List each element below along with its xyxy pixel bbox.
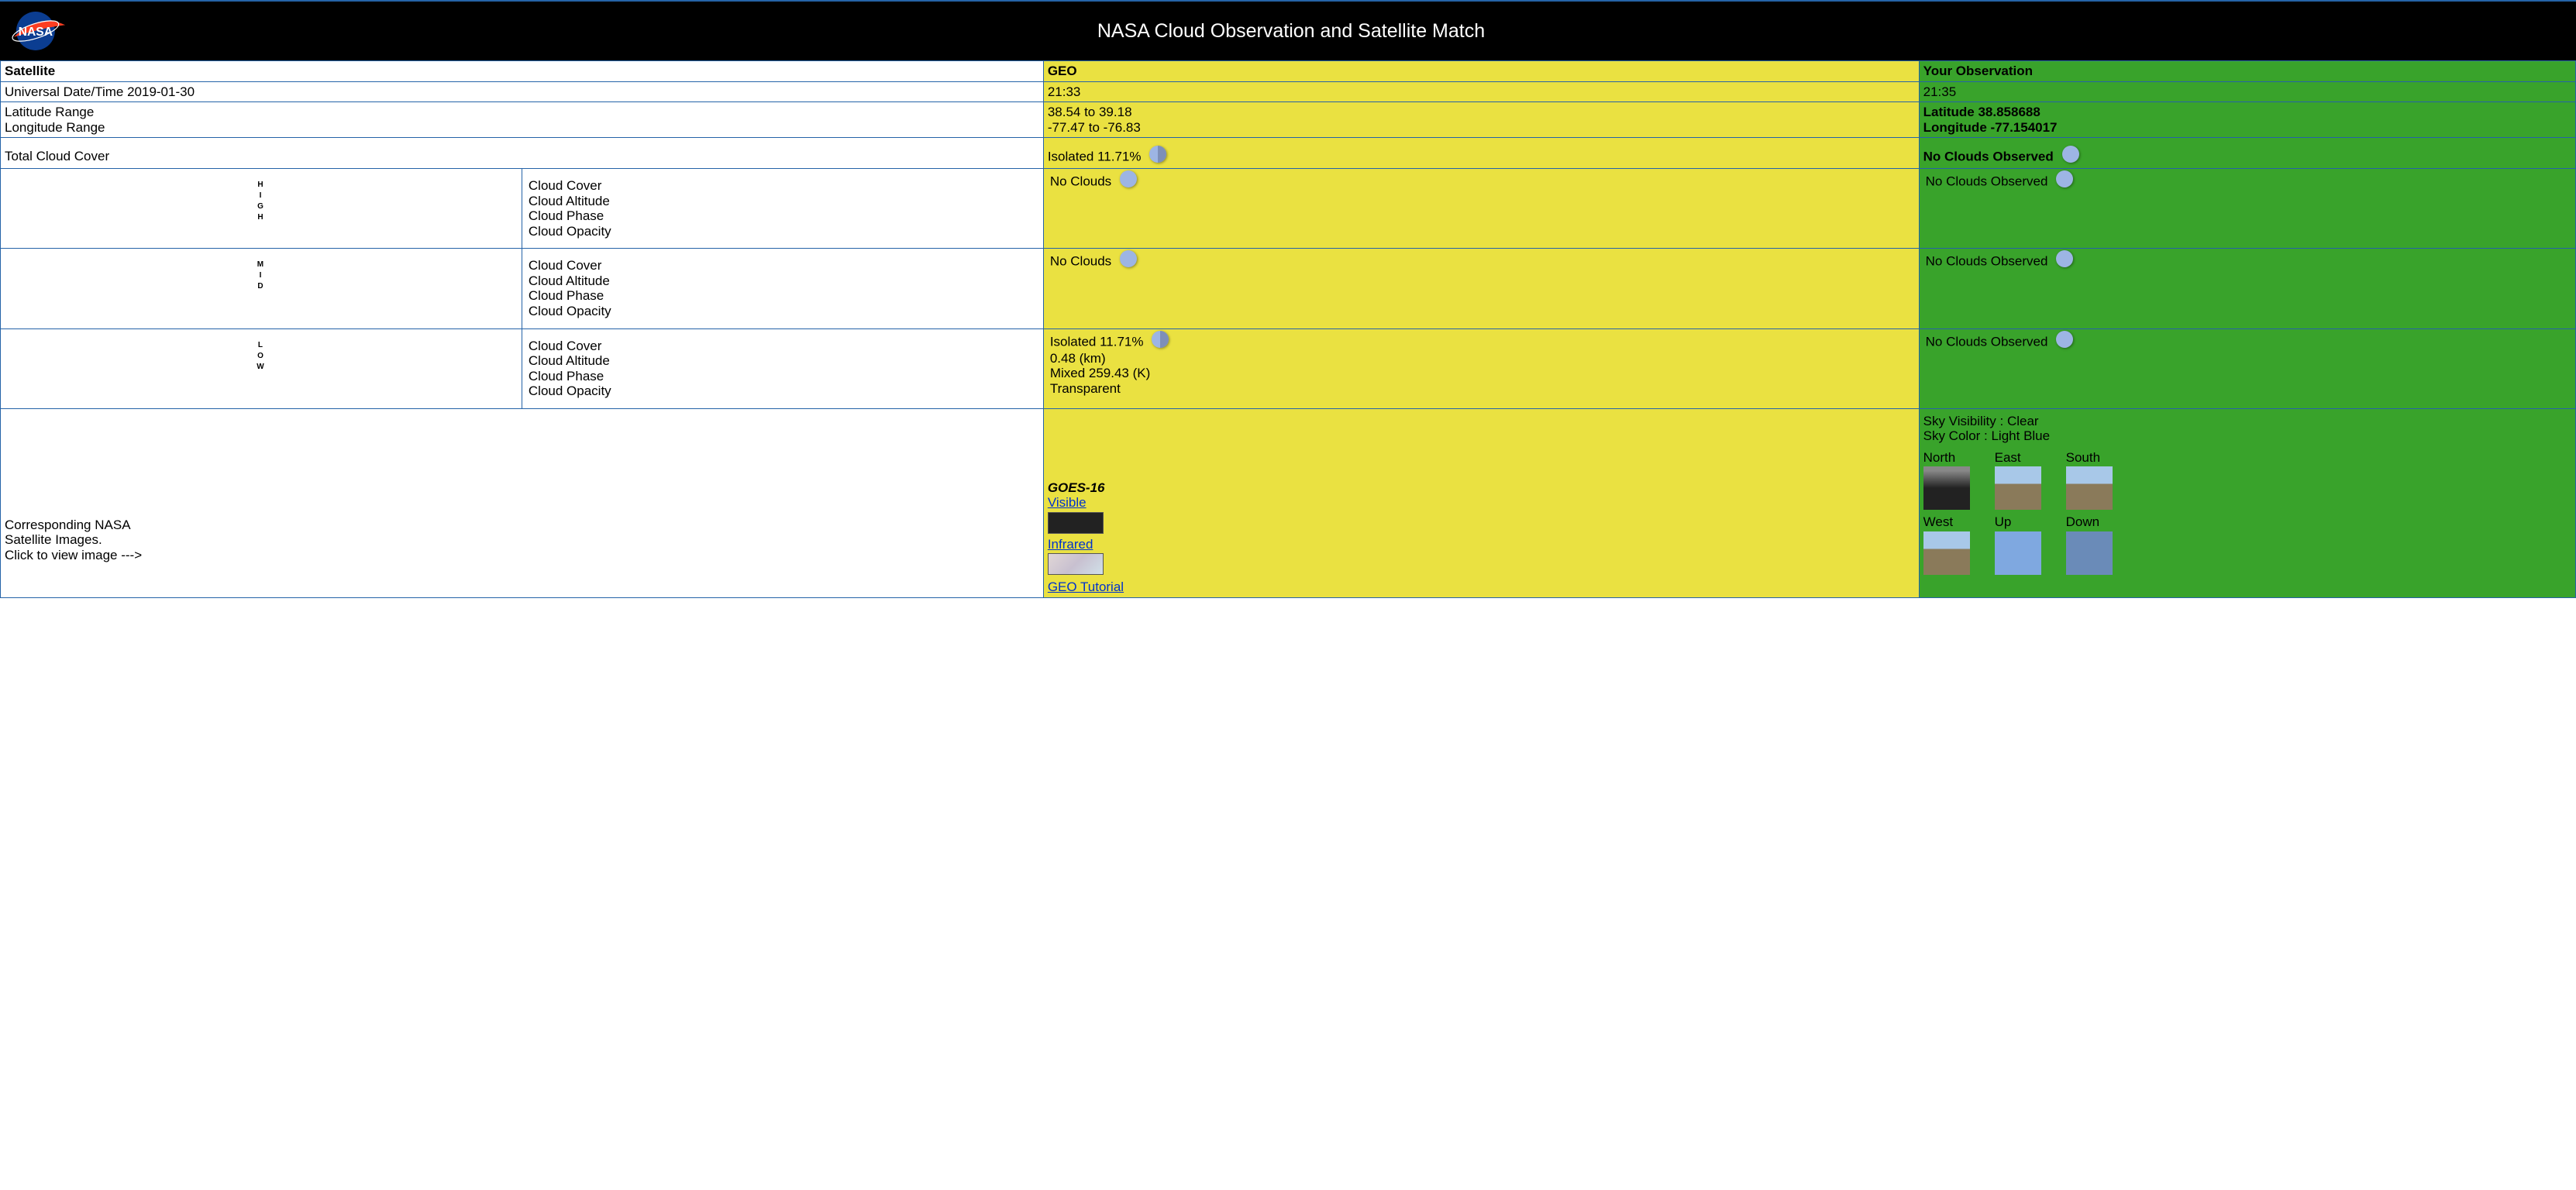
level-low-label: LOW [1,328,522,408]
datetime-label: Universal Date/Time 2019-01-30 [1,81,1044,102]
nasa-logo-icon: NASA [8,6,68,56]
cloud-clear-icon [1120,170,1137,187]
level-mid-label: MID [1,249,522,328]
geo-low: Isolated 11.71% 0.48 (km) Mixed 259.43 (… [1043,328,1919,408]
obs-time: 21:35 [1919,81,2575,102]
visible-thumbnail[interactable] [1048,512,1104,534]
obs-high: No Clouds Observed [1919,169,2575,249]
dir-west[interactable]: West [1923,514,1973,575]
col-header-geo: GEO [1043,61,1919,82]
geo-lat-range: 38.54 to 39.18 [1048,105,1915,120]
photo-thumbnail [1923,466,1970,510]
dir-east[interactable]: East [1995,450,2044,511]
cloud-clear-icon [2062,146,2079,163]
obs-lon: Longitude -77.154017 [1923,120,2571,136]
geo-total-cover: Isolated 11.71% [1043,138,1919,169]
sky-visibility: Sky Visibility : Clear [1923,414,2571,429]
obs-sky-images: Sky Visibility : Clear Sky Color : Light… [1919,408,2575,597]
cloud-partial-icon [1152,331,1169,348]
page-title: NASA Cloud Observation and Satellite Mat… [84,20,2499,43]
satellite-name: GOES-16 [1048,480,1915,496]
obs-total-cover: No Clouds Observed [1919,138,2575,169]
photo-thumbnail [2066,466,2113,510]
geo-time: 21:33 [1043,81,1919,102]
col-header-satellite: Satellite [1,61,1044,82]
obs-lat: Latitude 38.858688 [1923,105,2571,120]
level-high-params: Cloud Cover Cloud Altitude Cloud Phase C… [522,169,1043,249]
dir-south[interactable]: South [2066,450,2116,511]
cloud-clear-icon [2056,250,2073,267]
geo-mid: No Clouds [1043,249,1919,328]
cloud-clear-icon [1120,250,1137,267]
photo-thumbnail [1995,466,2041,510]
lon-range-label: Longitude Range [5,120,1039,136]
dir-north[interactable]: North [1923,450,1973,511]
total-cover-label: Total Cloud Cover [1,138,1044,169]
geo-total-value: Isolated 11.71% [1048,150,1142,164]
dir-down[interactable]: Down [2066,514,2116,575]
obs-low: No Clouds Observed [1919,328,2575,408]
level-mid-params: Cloud Cover Cloud Altitude Cloud Phase C… [522,249,1043,328]
cloud-clear-icon [2056,170,2073,187]
range-label: Latitude Range Longitude Range [1,102,1044,138]
obs-total-value: No Clouds Observed [1923,150,2054,164]
col-header-observation: Your Observation [1919,61,2575,82]
page-header: NASA NASA Cloud Observation and Satellit… [0,2,2576,60]
svg-text:NASA: NASA [19,26,53,39]
level-high-label: HIGH [1,169,522,249]
geo-tutorial-link[interactable]: GEO Tutorial [1048,580,1124,594]
geo-sat-images: GOES-16 Visible Infrared GEO Tutorial [1043,408,1919,597]
geo-range: 38.54 to 39.18 -77.47 to -76.83 [1043,102,1919,138]
obs-location: Latitude 38.858688 Longitude -77.154017 [1919,102,2575,138]
geo-lon-range: -77.47 to -76.83 [1048,120,1915,136]
photo-thumbnail [2066,531,2113,575]
photo-thumbnail [1995,531,2041,575]
photo-thumbnail [1923,531,1970,575]
geo-high: No Clouds [1043,169,1919,249]
sky-color: Sky Color : Light Blue [1923,428,2571,444]
sat-images-label: Corresponding NASA Satellite Images. Cli… [1,408,1044,597]
obs-mid: No Clouds Observed [1919,249,2575,328]
cloud-partial-icon [1149,146,1166,163]
dir-up[interactable]: Up [1995,514,2044,575]
lat-range-label: Latitude Range [5,105,1039,120]
comparison-table: Satellite GEO Your Observation Universal… [0,60,2576,598]
visible-link[interactable]: Visible [1048,495,1087,510]
infrared-link[interactable]: Infrared [1048,537,1093,552]
infrared-thumbnail[interactable] [1048,553,1104,575]
cloud-clear-icon [2056,331,2073,348]
level-low-params: Cloud Cover Cloud Altitude Cloud Phase C… [522,328,1043,408]
